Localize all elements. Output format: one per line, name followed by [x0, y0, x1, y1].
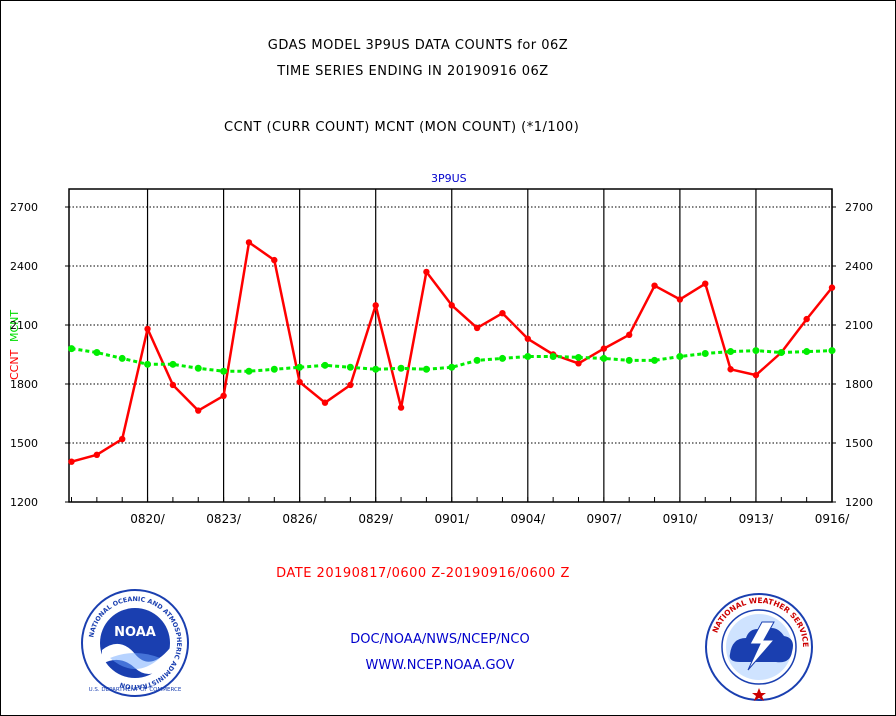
x-tick-label: 0829/ [358, 512, 394, 526]
data-point-ccnt [372, 302, 379, 309]
data-point-mcnt [422, 365, 430, 373]
data-point-ccnt [600, 345, 608, 352]
data-point-mcnt [68, 345, 75, 353]
data-point-mcnt [270, 365, 278, 373]
x-tick-label: 0904/ [511, 512, 547, 526]
data-point-mcnt [372, 365, 380, 373]
data-point-mcnt [194, 364, 202, 372]
data-point-mcnt [752, 347, 760, 355]
data-point-mcnt [803, 348, 811, 356]
y-tick-label-right: 1800 [845, 378, 873, 391]
data-point-mcnt [777, 349, 785, 357]
x-tick-label: 0907/ [587, 512, 623, 526]
data-point-ccnt [524, 335, 531, 342]
data-point-ccnt [676, 296, 684, 303]
data-point-mcnt [575, 353, 582, 361]
noaa-logo: NATIONAL OCEANIC AND ATMOSPHERIC ADMINIS… [81, 589, 189, 697]
x-tick-label: 0910/ [663, 512, 699, 526]
data-point-mcnt [524, 352, 532, 360]
plot-title: 3P9US [431, 172, 467, 185]
data-point-mcnt [828, 347, 836, 355]
data-point-mcnt [296, 363, 304, 371]
y-tick-label-left: 2400 [10, 260, 38, 273]
data-point-ccnt [245, 239, 253, 246]
x-tick-label: 0901/ [434, 512, 470, 526]
data-point-ccnt [651, 282, 658, 289]
x-tick-label: 0826/ [282, 512, 318, 526]
x-tick-label: 0823/ [206, 512, 242, 526]
data-point-ccnt [423, 268, 430, 276]
credit-line-website: WWW.NCEP.NOAA.GOV [365, 658, 515, 673]
data-point-ccnt [575, 360, 582, 367]
noaa-logo-text: NOAA [114, 625, 156, 640]
x-tick-label: 0916/ [815, 512, 851, 526]
y-tick-label-right: 2400 [845, 260, 873, 273]
data-point-mcnt [651, 356, 659, 364]
data-point-ccnt [195, 407, 202, 414]
data-point-ccnt [321, 399, 329, 406]
data-point-ccnt [828, 284, 836, 291]
nws-logo: NATIONAL WEATHER SERVICE [705, 593, 813, 701]
data-point-ccnt [752, 371, 760, 379]
series-description: CCNT (CURR COUNT) MCNT (MON COUNT) (*1/1… [224, 120, 580, 135]
data-point-mcnt [321, 361, 329, 369]
data-point-ccnt [271, 256, 278, 264]
data-point-mcnt [549, 352, 557, 360]
data-point-ccnt [93, 451, 101, 458]
data-point-ccnt [702, 280, 709, 287]
data-point-mcnt [220, 367, 228, 375]
data-point-mcnt [245, 367, 253, 375]
data-point-mcnt [701, 350, 709, 358]
data-point-mcnt [118, 354, 126, 362]
data-point-mcnt [346, 363, 354, 371]
chart-subtitle: TIME SERIES ENDING IN 20190916 06Z [277, 64, 549, 79]
plot-area-frame [68, 188, 833, 503]
data-point-mcnt [676, 352, 684, 360]
x-axis-label-date-range: DATE 20190817/0600 Z-20190916/0600 Z [276, 566, 570, 581]
data-point-ccnt [626, 331, 633, 339]
data-point-ccnt [473, 324, 481, 332]
data-point-ccnt [119, 435, 126, 443]
data-point-ccnt [169, 381, 177, 389]
y-tick-label-left: 2700 [10, 201, 38, 214]
data-point-ccnt [499, 310, 506, 317]
data-point-mcnt [397, 364, 405, 372]
y-tick-label-left: 1800 [10, 378, 38, 391]
y-tick-label-left: 2100 [10, 319, 38, 332]
data-point-mcnt [144, 360, 152, 368]
data-point-mcnt [727, 348, 735, 356]
data-point-mcnt [93, 349, 101, 357]
data-point-ccnt [803, 315, 810, 323]
data-point-ccnt [727, 366, 734, 373]
x-tick-label: 0820/ [130, 512, 166, 526]
data-point-ccnt [144, 325, 151, 333]
y-tick-label-left: 1200 [10, 496, 38, 509]
data-point-mcnt [625, 356, 633, 364]
y-tick-label-right: 1200 [845, 496, 873, 509]
data-point-ccnt [220, 392, 227, 399]
data-point-mcnt [448, 363, 456, 371]
data-point-mcnt [473, 356, 481, 364]
y-tick-label-right: 2700 [845, 201, 873, 214]
data-point-ccnt [296, 378, 303, 386]
y-tick-label-right: 2100 [845, 319, 873, 332]
data-point-mcnt [169, 360, 177, 368]
data-point-ccnt [448, 302, 455, 309]
y-tick-label-right: 1500 [845, 437, 873, 450]
data-point-mcnt [498, 354, 506, 362]
data-point-ccnt [397, 404, 405, 411]
y-tick-label-left: 1500 [10, 437, 38, 450]
data-point-ccnt [347, 381, 354, 389]
noaa-ring-bottom-text: U.S. DEPARTMENT OF COMMERCE [89, 687, 182, 693]
data-point-ccnt [68, 458, 75, 465]
data-point-mcnt [600, 354, 608, 362]
chart-title: GDAS MODEL 3P9US DATA COUNTS for 06Z [267, 38, 569, 53]
credit-line-agency: DOC/NOAA/NWS/NCEP/NCO [350, 632, 530, 647]
x-tick-label: 0913/ [739, 512, 775, 526]
